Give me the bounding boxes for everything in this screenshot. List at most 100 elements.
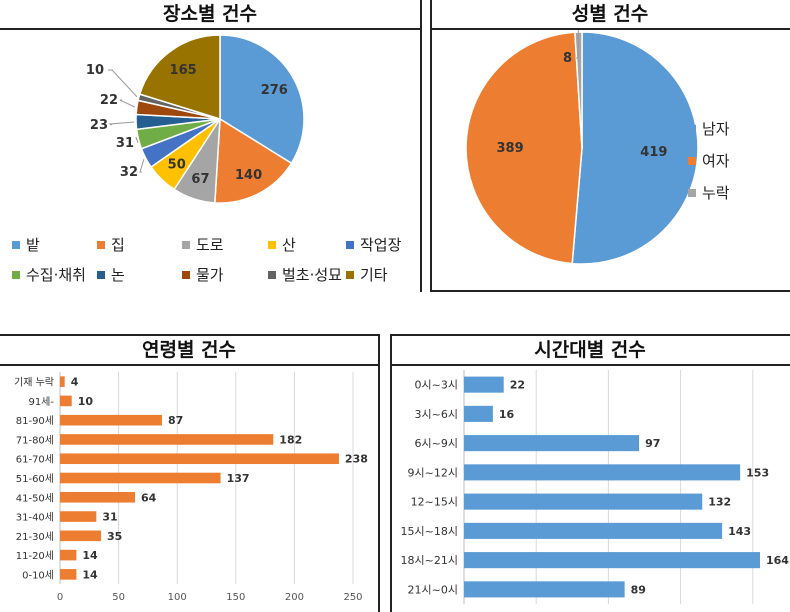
time-chart-title: 시간대별 건수	[534, 339, 646, 361]
legend-swatch	[346, 270, 354, 279]
place-pie-chart: 276 140 67 50 32 31 23 22 10 165	[86, 34, 305, 204]
bar	[464, 435, 640, 452]
data-label: 31	[102, 511, 117, 524]
legend-swatch	[688, 124, 696, 133]
legend-label: 물가	[196, 266, 224, 284]
panel-border	[378, 334, 380, 612]
legend-label: 작업장	[360, 236, 402, 254]
category-label: 기재 누락	[14, 377, 54, 389]
legend-item-waterside: 물가	[182, 264, 224, 285]
bar	[60, 530, 102, 542]
legend-label: 수집·채취	[26, 266, 86, 284]
x-tick-label: 0	[57, 592, 63, 603]
category-label: 11-20세	[16, 550, 54, 562]
legend-swatch	[346, 240, 354, 249]
data-label: 165	[170, 63, 197, 78]
category-label: 0-10세	[22, 569, 54, 581]
bar	[464, 552, 760, 569]
legend-item-mountain: 산	[268, 234, 296, 255]
bar	[464, 376, 504, 393]
panel-border	[430, 0, 432, 292]
legend-label: 도로	[196, 236, 224, 254]
data-label: 8	[563, 51, 572, 66]
data-label: 182	[279, 433, 302, 446]
pie-slice	[138, 34, 221, 121]
legend-label: 산	[282, 236, 296, 254]
legend-swatch	[688, 188, 696, 197]
bar	[60, 472, 221, 484]
legend-label: 벌초·성묘	[282, 266, 342, 284]
data-label: 419	[640, 145, 667, 160]
bar	[60, 511, 97, 522]
panel-border	[420, 0, 422, 292]
legend-item-house: 집	[97, 234, 125, 255]
data-label: 137	[227, 472, 250, 485]
x-tick-label: 50	[112, 592, 125, 603]
bar	[464, 493, 703, 510]
data-label: 389	[497, 141, 524, 156]
data-label: 238	[345, 453, 368, 466]
data-label: 31	[116, 136, 134, 151]
data-label: 64	[141, 491, 157, 504]
category-label: 0시~3시	[415, 379, 458, 392]
data-label: 22	[100, 93, 118, 108]
title-underline	[430, 28, 790, 30]
panel-border	[430, 290, 790, 292]
category-label: 3시~6시	[415, 408, 458, 421]
data-label: 143	[728, 525, 751, 538]
panel-border	[0, 334, 378, 336]
pie-slice	[214, 117, 293, 204]
legend-item-missing: 누락	[688, 182, 730, 203]
category-label: 51-60세	[16, 473, 54, 485]
data-label: 4	[71, 376, 79, 389]
legend-item-male: 남자	[688, 118, 730, 139]
category-label: 21시~0시	[408, 583, 458, 596]
category-label: 15시~18시	[401, 525, 458, 538]
data-label: 32	[120, 165, 138, 180]
legend-swatch	[182, 270, 190, 279]
data-label: 153	[746, 466, 769, 479]
bar	[60, 376, 65, 387]
legend-item-other: 기타	[346, 264, 388, 285]
legend-label: 밭	[26, 236, 40, 254]
x-tick-label: 250	[343, 592, 362, 603]
bar	[464, 405, 493, 422]
leader-line	[108, 121, 135, 126]
bar	[60, 453, 339, 465]
title-underline	[0, 28, 420, 30]
legend-swatch	[268, 240, 276, 249]
data-label: 14	[82, 568, 98, 581]
data-label: 16	[499, 408, 515, 421]
panel-border	[390, 334, 790, 336]
x-tick-label: 100	[168, 592, 187, 603]
category-label: 81-90세	[16, 415, 54, 427]
sex-legend: 남자 여자 누락	[688, 118, 788, 218]
legend-label: 집	[111, 236, 125, 254]
legend-item-grave: 벌초·성묘	[268, 264, 342, 285]
bar	[60, 549, 77, 561]
time-chart-panel: 시간대별 건수 0시~3시 22 3시~6시 16 6시~9시 97 9시~12시 153 12…	[390, 334, 790, 612]
legend-item-gathering: 수집·채취	[12, 264, 86, 285]
data-label: 10	[78, 395, 94, 408]
data-label: 23	[90, 118, 108, 133]
age-bar-chart: 0 50 100 150 200 250 기재 누락 4 91세- 10 81-90세 87 71-80…	[14, 372, 368, 603]
x-tick-label: 200	[285, 592, 304, 603]
place-legend: 밭 집 도로 산 작업장 수집·채취 논 물가 벌초·성묘 기타	[0, 230, 420, 292]
data-label: 67	[191, 172, 209, 187]
category-label: 41-50세	[16, 492, 54, 504]
place-chart-title: 장소별 건수	[162, 3, 257, 25]
sex-chart-panel: 성별 건수 419 389 8 남자 여자 누락	[430, 0, 790, 292]
x-tick-label: 150	[226, 592, 245, 603]
leader-line	[139, 158, 145, 173]
data-label: 132	[708, 496, 731, 509]
legend-item-paddy: 논	[97, 264, 125, 285]
sex-pie-chart: 419 389 8	[465, 30, 699, 265]
place-chart-panel: 장소별 건수 276 140 67 50 32 31 23 22 10 165 밭 집 도로 산 …	[0, 0, 420, 292]
legend-label: 남자	[702, 120, 730, 138]
data-label: 14	[82, 549, 98, 562]
category-label: 91세-	[28, 396, 54, 408]
bar	[60, 395, 72, 407]
legend-label: 여자	[702, 152, 730, 170]
legend-swatch	[12, 240, 20, 249]
category-label: 61-70세	[16, 454, 54, 466]
